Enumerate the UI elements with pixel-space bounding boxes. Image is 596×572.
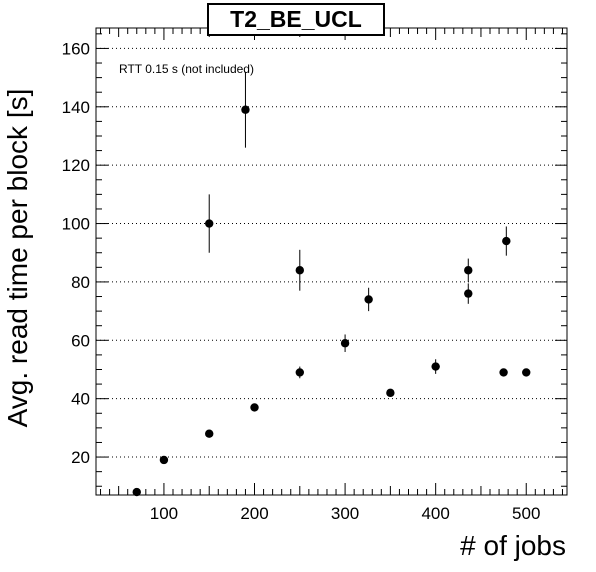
y-tick-label: 120 (62, 156, 90, 175)
x-tick-label: 400 (421, 504, 449, 523)
y-tick-label: 80 (71, 273, 90, 292)
data-point (502, 236, 511, 246)
data-point (132, 487, 141, 497)
y-tick-label: 100 (62, 215, 90, 234)
data-point (522, 368, 531, 377)
data-point (464, 289, 473, 298)
data-point (250, 403, 259, 412)
x-tick-label: 200 (240, 504, 268, 523)
y-tick-label: 160 (62, 39, 90, 58)
rtt-annotation: RTT 0.15 s (not included) (119, 62, 254, 76)
data-point (464, 266, 473, 275)
data-point (295, 266, 304, 275)
axis-ticks (96, 28, 567, 495)
data-point (364, 295, 373, 304)
data-point (205, 219, 214, 228)
grid-lines (96, 47, 567, 458)
data-point (499, 368, 508, 377)
data-point (205, 429, 214, 438)
x-axis-label: # of jobs (460, 530, 566, 561)
data-point (159, 455, 169, 465)
x-tick-label: 500 (512, 504, 540, 523)
y-tick-label: 40 (71, 390, 90, 409)
data-point (431, 362, 440, 371)
plot-frame (95, 27, 568, 496)
data-point (241, 105, 250, 114)
x-tick-label: 100 (150, 504, 178, 523)
data-point (295, 368, 304, 377)
data-point (340, 339, 350, 348)
y-tick-label: 20 (71, 448, 90, 467)
chart-title: T2_BE_UCL (207, 3, 385, 36)
y-tick-label: 60 (71, 331, 90, 350)
data-points (132, 71, 531, 497)
x-tick-label: 300 (331, 504, 359, 523)
y-axis-label: Avg. read time per block [s] (2, 88, 33, 428)
tick-labels: 20 40 60 80 100 120 140 160 100 200 300 400 500 (62, 39, 541, 523)
data-point (386, 388, 395, 398)
y-tick-label: 140 (62, 98, 90, 117)
